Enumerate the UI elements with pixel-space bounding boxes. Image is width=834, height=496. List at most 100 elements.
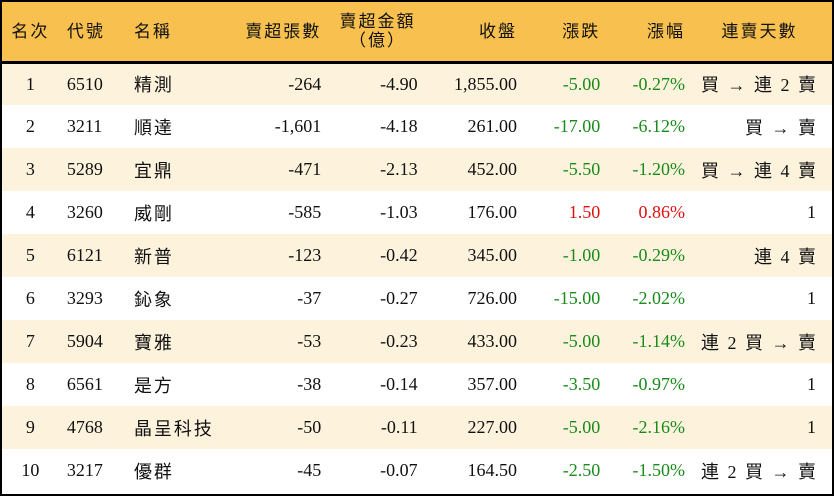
cell-net-sell-amount: -0.27 [380,288,418,308]
table-row: 8 6561 是方 -38 -0.14 357.00 -3.50 -0.97% 1 [2,363,832,406]
cell-close: 261.00 [467,116,518,136]
cell-close: 726.00 [467,288,518,308]
cell-net-sell-lots: -264 [288,73,322,94]
cell-change: 1.50 [568,202,601,222]
cell-net-sell-amount: -0.14 [380,374,418,394]
cell-rank: 7 [25,331,35,351]
cell-net-sell-lots: -1,601 [274,116,322,136]
cell-code: 6510 [66,73,103,94]
cell-streak: 連 4 賣 [754,246,818,267]
cell-change: -3.50 [562,374,601,394]
cell-net-sell-amount: -0.07 [380,460,418,480]
header-change: 漲跌 [562,21,601,41]
cell-code: 3211 [66,116,103,136]
cell-streak: 1 [807,202,818,222]
cell-net-sell-amount: -2.13 [380,159,418,179]
table-row: 4 3260 威剛 -585 -1.03 176.00 1.50 0.86% 1 [2,191,832,234]
table-row: 3 5289 宜鼎 -471 -2.13 452.00 -5.50 -1.20% 買 → 連 4… [2,148,832,191]
header-change-pct: 漲幅 [647,21,685,41]
cell-change-pct: -1.20% [632,159,686,179]
cell-net-sell-lots: -37 [297,288,322,308]
cell-code: 3260 [66,202,103,222]
cell-name: 新普 [133,246,174,267]
cell-name: 寶雅 [133,332,174,353]
cell-net-sell-lots: -45 [297,460,322,480]
header-net-sell-amount: 賣超金額 （億） [329,2,425,62]
cell-close: 1,855.00 [454,73,518,94]
table-body: 1 6510 精測 -264 -4.90 1,855.00 -5.00 -0.27% 買 → 連… [2,62,832,492]
cell-net-sell-lots: -50 [297,417,322,437]
cell-rank: 9 [25,417,35,437]
cell-code: 5904 [66,331,103,351]
cell-code: 5289 [66,159,103,179]
cell-rank: 10 [21,460,40,480]
cell-change-pct: -6.12% [632,116,686,136]
cell-close: 357.00 [467,374,518,394]
cell-name: 宜鼎 [133,160,174,181]
header-rank: 名次 [11,21,50,41]
cell-net-sell-amount: -1.03 [380,202,418,222]
cell-close: 176.00 [467,202,518,222]
cell-change: -5.00 [562,417,601,437]
cell-code: 3293 [66,288,103,308]
cell-change: -5.50 [562,159,601,179]
cell-streak: 連 2 買 → 賣 [701,461,818,482]
table-row: 1 6510 精測 -264 -4.90 1,855.00 -5.00 -0.27% 買 → 連… [2,62,832,105]
cell-rank: 4 [25,202,35,222]
cell-net-sell-lots: -471 [288,159,322,179]
cell-name: 精測 [133,75,174,96]
cell-close: 452.00 [467,159,518,179]
cell-rank: 2 [25,116,35,136]
cell-close: 345.00 [467,245,518,265]
table-row: 9 4768 晶呈科技 -50 -0.11 227.00 -5.00 -2.16% 1 [2,406,832,449]
cell-streak: 1 [807,374,818,394]
header-net-sell-amount-line2: （億） [348,31,406,51]
header-close: 收盤 [479,21,518,41]
cell-close: 164.50 [467,460,518,480]
table-row: 2 3211 順達 -1,601 -4.18 261.00 -17.00 -6.12% 買 → … [2,105,832,148]
cell-streak: 買 → 賣 [745,117,818,138]
cell-streak: 連 2 買 → 賣 [701,332,818,353]
cell-streak: 買 → 連 2 賣 [701,75,818,96]
cell-streak: 買 → 連 4 賣 [701,160,818,181]
cell-change-pct: -0.97% [632,374,686,394]
cell-change-pct: -0.29% [632,245,686,265]
cell-rank: 3 [25,159,35,179]
header-streak: 連賣天數 [721,21,798,41]
cell-name: 順達 [133,117,174,138]
cell-net-sell-amount: -4.18 [380,116,418,136]
cell-code: 6561 [66,374,103,394]
cell-close: 433.00 [467,331,518,351]
table-row: 10 3217 優群 -45 -0.07 164.50 -2.50 -1.50% 連 2 買 →… [2,449,832,492]
cell-net-sell-amount: -0.23 [380,331,418,351]
cell-change: -15.00 [553,288,601,308]
cell-code: 6121 [66,245,103,265]
cell-name: 鈊象 [133,289,174,310]
header-net-sell-amount-line1: 賣超金額 [339,12,416,32]
cell-change-pct: 0.86% [638,202,686,222]
cell-rank: 8 [25,374,35,394]
table-row: 6 3293 鈊象 -37 -0.27 726.00 -15.00 -2.02% 1 [2,277,832,320]
cell-change: -2.50 [562,460,601,480]
cell-close: 227.00 [467,417,518,437]
table-row: 5 6121 新普 -123 -0.42 345.00 -1.00 -0.29% 連 4 賣 [2,234,832,277]
cell-change-pct: -0.27% [632,73,686,94]
cell-change-pct: -2.16% [632,417,686,437]
cell-name: 是方 [133,375,174,396]
cell-change-pct: -1.50% [632,460,686,480]
cell-net-sell-amount: -0.42 [380,245,418,265]
header-name: 名稱 [133,21,172,41]
cell-streak: 1 [807,288,818,308]
cell-change-pct: -2.02% [632,288,686,308]
cell-change: -1.00 [562,245,601,265]
cell-name: 威剛 [133,203,174,224]
table-row: 7 5904 寶雅 -53 -0.23 433.00 -5.00 -1.14% 連 2 買 → … [2,320,832,363]
table-header-row: 名次 代號 名稱 賣超張數 賣超金額 （億） 收盤 漲跌 漲幅 連賣天數 [2,2,832,62]
cell-name: 晶呈科技 [133,418,214,439]
header-code: 代號 [66,21,105,41]
cell-change-pct: -1.14% [632,331,686,351]
cell-code: 3217 [66,460,103,480]
header-net-sell-lots: 賣超張數 [245,21,322,41]
